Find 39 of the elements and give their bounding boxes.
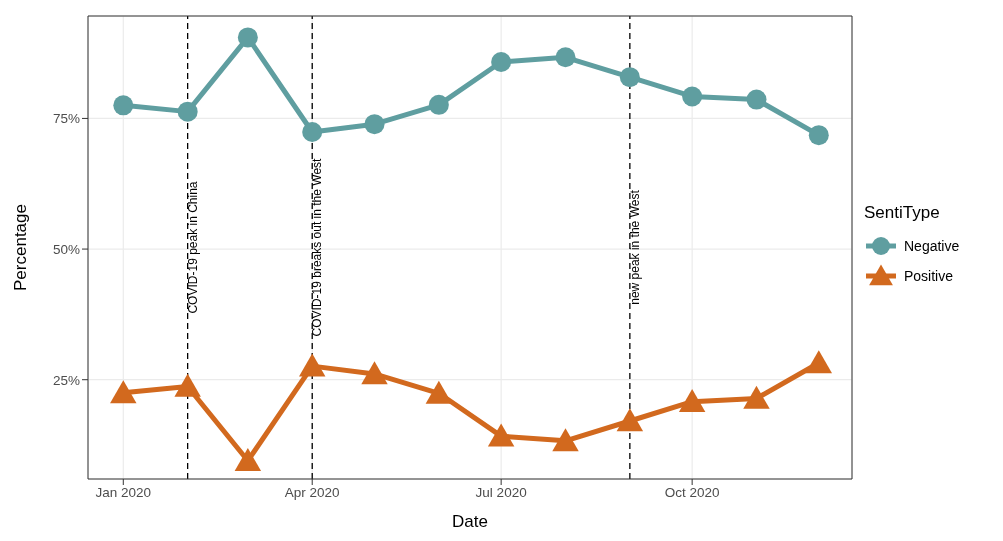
point [616, 408, 644, 432]
point [743, 385, 770, 409]
ref-line-label: new peak in the West [627, 189, 642, 305]
point [425, 380, 453, 404]
point [177, 101, 198, 122]
point [552, 428, 579, 452]
x-tick-label: Apr 2020 [284, 484, 340, 500]
point [805, 350, 833, 374]
ref-line-label: COVID-19 peak in China [185, 181, 200, 314]
point [110, 380, 137, 404]
y-tick-label: 75% [52, 111, 80, 127]
y-axis-title: Percentage [11, 204, 31, 291]
x-tick-label: Oct 2020 [664, 484, 720, 500]
y-tick-label: 50% [52, 241, 80, 257]
point [174, 373, 201, 397]
point [234, 448, 262, 472]
point [361, 361, 388, 385]
point [113, 95, 134, 116]
x-tick-label: Jul 2020 [475, 484, 527, 500]
point [491, 51, 512, 72]
legend-label: Negative [904, 238, 960, 254]
legend-title: SentiType [864, 203, 941, 223]
point [487, 423, 515, 447]
point [237, 27, 258, 48]
point [555, 47, 576, 68]
y-tick-label: 25% [52, 372, 80, 388]
point [808, 125, 829, 146]
point [619, 67, 640, 88]
x-tick-label: Jan 2020 [95, 484, 152, 500]
point [746, 89, 767, 110]
x-axis-title: Date [452, 512, 488, 531]
ref-line-label: COVID-19 breaks out in the West [310, 157, 325, 337]
point [678, 389, 706, 413]
point [298, 353, 326, 377]
point [428, 94, 449, 115]
point [682, 86, 703, 107]
legend-label: Positive [904, 268, 954, 284]
point [364, 114, 385, 135]
point [302, 122, 323, 143]
